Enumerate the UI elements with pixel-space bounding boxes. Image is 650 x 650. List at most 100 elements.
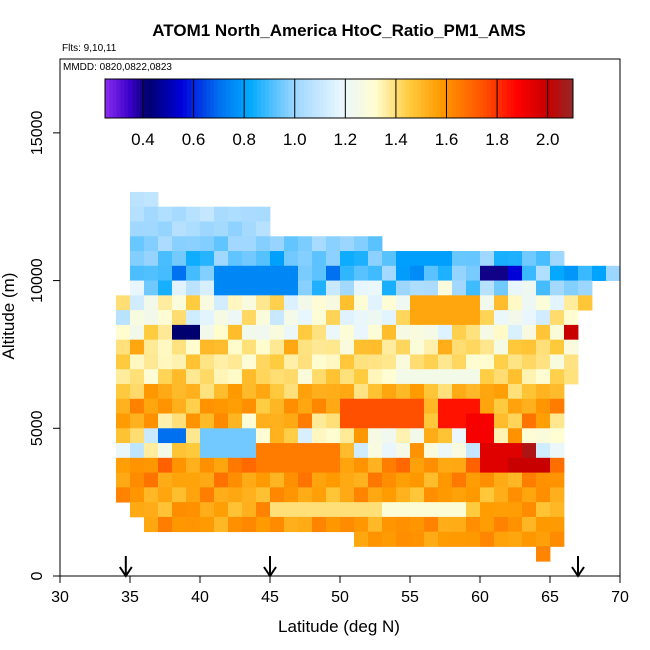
colorbar-segment [553, 79, 558, 118]
heatmap-cell [172, 443, 187, 459]
x-tick-label: 55 [401, 589, 419, 606]
heatmap-cell [200, 324, 215, 341]
heatmap-cell [382, 457, 397, 473]
heatmap-cell [452, 383, 467, 400]
heatmap-cell [368, 354, 383, 370]
colorbar-segment [222, 79, 227, 118]
heatmap-cell [466, 339, 481, 355]
colorbar-segment [183, 79, 188, 118]
heatmap-cell [298, 251, 313, 267]
heatmap-cell [200, 487, 215, 503]
heatmap-cell [536, 398, 551, 414]
colorbar-segment [327, 79, 332, 118]
heatmap-cell [494, 443, 509, 459]
heatmap-cell [130, 443, 145, 459]
heatmap-cell [298, 516, 313, 533]
heatmap-cell [536, 531, 551, 547]
heatmap-cell [564, 354, 579, 370]
heatmap-cell [312, 443, 327, 459]
heatmap-cell [340, 251, 355, 267]
heatmap-cell [298, 443, 313, 459]
heatmap-cell [158, 502, 173, 518]
heatmap-cell [284, 251, 299, 267]
heatmap-cell [326, 516, 341, 533]
colorbar-segment [471, 79, 476, 118]
colorbar-segment [362, 79, 367, 118]
heatmap-cell [480, 383, 495, 400]
heatmap-cell [536, 516, 551, 533]
colorbar-segment [194, 79, 200, 118]
heatmap-cell [396, 324, 411, 341]
heatmap-cell [214, 251, 229, 267]
heatmap-cell [410, 354, 425, 370]
heatmap-cell [466, 383, 481, 400]
heatmap-cell [368, 280, 383, 296]
heatmap-cell [284, 487, 299, 503]
heatmap-cell [186, 280, 201, 296]
colorbar-segment [323, 79, 328, 118]
heatmap-cell [228, 487, 243, 503]
heatmap-cell [130, 191, 145, 208]
heatmap-cell [494, 428, 509, 444]
heatmap-cell [200, 251, 215, 267]
heatmap-cell [424, 516, 439, 533]
heatmap-cell [340, 383, 355, 400]
heatmap-cell [242, 280, 257, 296]
heatmap-cell [508, 280, 523, 296]
heatmap-cell [312, 487, 327, 503]
heatmap-cell [536, 354, 551, 370]
colorbar-tick-label: 0.8 [232, 130, 256, 149]
heatmap-cell [270, 251, 285, 267]
heatmap-cell [536, 487, 551, 503]
heatmap-cell [144, 369, 159, 385]
heatmap-cell [508, 487, 523, 503]
heatmap-cell [396, 383, 411, 400]
heatmap-cell [284, 398, 299, 414]
heatmap-cell [340, 265, 355, 281]
heatmap-cell [228, 398, 243, 414]
heatmap-cell [522, 295, 537, 311]
chart-title: ATOM1 North_America HtoC_Ratio_PM1_AMS [152, 21, 525, 40]
heatmap-cell [424, 369, 439, 385]
heatmap-cell [200, 280, 215, 296]
heatmap-cell [368, 236, 383, 252]
heatmap-cell [256, 295, 271, 311]
heatmap-cell [480, 457, 495, 473]
heatmap-cell [326, 310, 341, 326]
heatmap-cell [158, 413, 173, 429]
heatmap-cell [158, 310, 173, 326]
heatmap-cell [382, 280, 397, 296]
heatmap-cell [340, 516, 355, 533]
heatmap-cell [158, 251, 173, 267]
heatmap-cell [480, 443, 495, 459]
heatmap-cell [200, 369, 215, 385]
y-tick-label: 15000 [29, 111, 46, 156]
heatmap-cell [158, 428, 173, 444]
colorbar-tick-label: 2.0 [536, 130, 560, 149]
heatmap-cell [214, 236, 229, 252]
colorbar-segment [268, 79, 274, 118]
heatmap-cell [424, 428, 439, 444]
heatmap-cell [256, 221, 271, 237]
heatmap-cell [312, 339, 327, 355]
heatmap-cell [522, 428, 537, 444]
colorbar-segment [385, 79, 391, 118]
heatmap-cell [466, 516, 481, 533]
heatmap-cell [158, 206, 173, 222]
colorbar-tick-label: 0.6 [182, 130, 206, 149]
heatmap-cell [494, 280, 509, 296]
heatmap-cell [340, 443, 355, 459]
colorbar-segment [381, 79, 387, 118]
heatmap-cell [410, 428, 425, 444]
heatmap-cell [480, 487, 495, 503]
heatmap-cell [522, 487, 537, 503]
heatmap-cell [298, 369, 313, 385]
heatmap-cell [354, 354, 369, 370]
heatmap-cell [242, 472, 257, 488]
heatmap-cell [200, 221, 215, 237]
heatmap-cell [452, 369, 467, 385]
heatmap-cell [396, 531, 411, 547]
heatmap-cell [312, 398, 327, 414]
heatmap-cell [536, 457, 551, 473]
heatmap-cell [116, 339, 131, 355]
